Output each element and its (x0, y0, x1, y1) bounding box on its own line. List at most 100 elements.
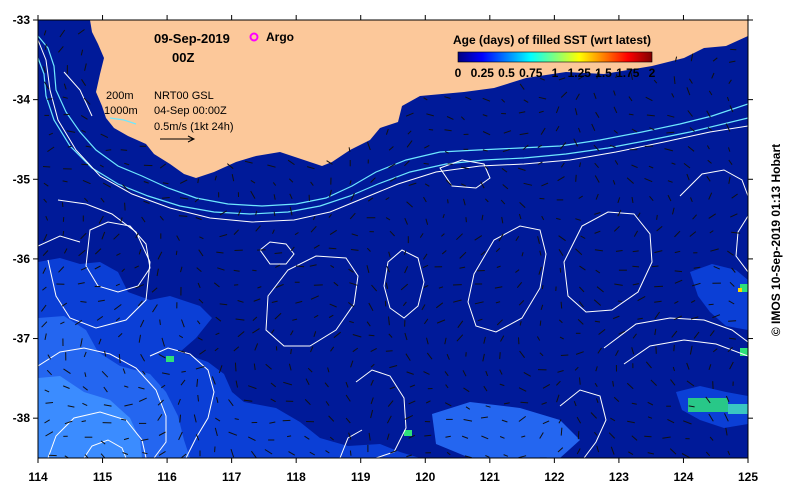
current-vector (48, 132, 53, 136)
current-vector (333, 281, 339, 287)
current-vector (313, 314, 319, 319)
current-vector (250, 179, 256, 184)
current-vector (518, 300, 525, 306)
current-vector (63, 83, 67, 90)
current-vector (537, 144, 543, 148)
current-vector (713, 265, 721, 270)
current-vector (158, 450, 166, 456)
current-vector (648, 165, 654, 169)
current-vector (615, 250, 623, 252)
speck (740, 348, 748, 356)
current-vector (503, 454, 509, 457)
current-vector (597, 347, 602, 354)
current-vector (728, 300, 735, 305)
current-vector (370, 409, 374, 419)
current-vector (500, 199, 506, 205)
current-vector (674, 250, 681, 254)
current-vector (310, 225, 317, 233)
current-vector (637, 317, 643, 320)
current-vector (496, 319, 503, 326)
current-vector (681, 453, 691, 458)
current-vector (310, 295, 320, 300)
current-vector (501, 419, 508, 423)
current-vector (558, 319, 563, 324)
current-vector (672, 366, 675, 372)
gap-patch-southwest-inner (38, 376, 142, 458)
current-vector (536, 336, 541, 341)
current-vector (538, 266, 542, 275)
current-vector (687, 110, 693, 117)
current-vector (630, 72, 633, 80)
current-vector (633, 230, 639, 237)
current-vector (103, 386, 108, 393)
current-vector (214, 427, 218, 437)
current-vector (708, 192, 713, 200)
current-vector (94, 265, 101, 270)
current-vector (674, 279, 683, 284)
current-vector (485, 455, 490, 458)
current-vector (653, 79, 658, 84)
current-vector (456, 233, 463, 241)
current-vector (538, 96, 547, 100)
current-vector (499, 352, 501, 360)
current-vector (445, 435, 451, 438)
current-vector (273, 194, 276, 200)
current-vector (576, 416, 582, 424)
current-vector (594, 431, 598, 436)
current-vector (423, 196, 427, 203)
current-vector (115, 317, 121, 322)
current-vector (84, 197, 89, 203)
current-vector (252, 316, 258, 321)
current-vector (62, 180, 68, 183)
current-vector (520, 401, 529, 404)
current-vector (477, 318, 483, 322)
current-vector (482, 97, 491, 102)
current-vector (180, 266, 183, 273)
contour (149, 347, 215, 458)
current-vector (463, 198, 466, 206)
x-tick-label: 124 (673, 470, 693, 484)
current-vector (294, 232, 299, 236)
current-vector (138, 386, 145, 390)
current-vector (596, 398, 599, 403)
current-vector (408, 400, 416, 405)
current-vector (711, 72, 715, 79)
current-vector (61, 202, 64, 208)
colorbar-tick-label: 1 (552, 66, 559, 80)
current-vector (305, 378, 310, 386)
current-vector (556, 394, 560, 403)
current-vector (615, 73, 618, 79)
current-vector (135, 284, 144, 289)
current-vector (349, 212, 356, 220)
current-vector (40, 304, 47, 312)
current-vector (596, 286, 604, 293)
current-vector (45, 402, 54, 404)
y-tick-label: -36 (13, 252, 31, 266)
current-vector (295, 265, 305, 268)
current-vector (667, 418, 675, 424)
current-vector (310, 181, 314, 186)
current-vector (541, 285, 544, 290)
current-vector (292, 318, 298, 321)
current-vector (612, 180, 616, 185)
current-vector (499, 383, 505, 387)
current-vector (177, 398, 181, 405)
current-vector (98, 215, 104, 224)
current-vector (181, 453, 187, 458)
current-vector (45, 216, 49, 221)
current-vector (388, 163, 396, 169)
current-vector (404, 414, 414, 420)
current-vector (371, 284, 378, 292)
current-vector (244, 160, 253, 164)
x-axis: 114 115 116 117 118 119 120 121 122 123 124 125 (28, 15, 758, 484)
current-vector (197, 337, 203, 341)
current-vector (517, 167, 526, 171)
current-vector (580, 235, 586, 239)
current-vector (644, 177, 653, 183)
current-vector (408, 434, 416, 439)
current-vector (368, 302, 374, 312)
current-vector (503, 402, 510, 405)
current-vector (121, 418, 127, 421)
current-vector (81, 420, 87, 423)
current-vector (104, 350, 107, 357)
